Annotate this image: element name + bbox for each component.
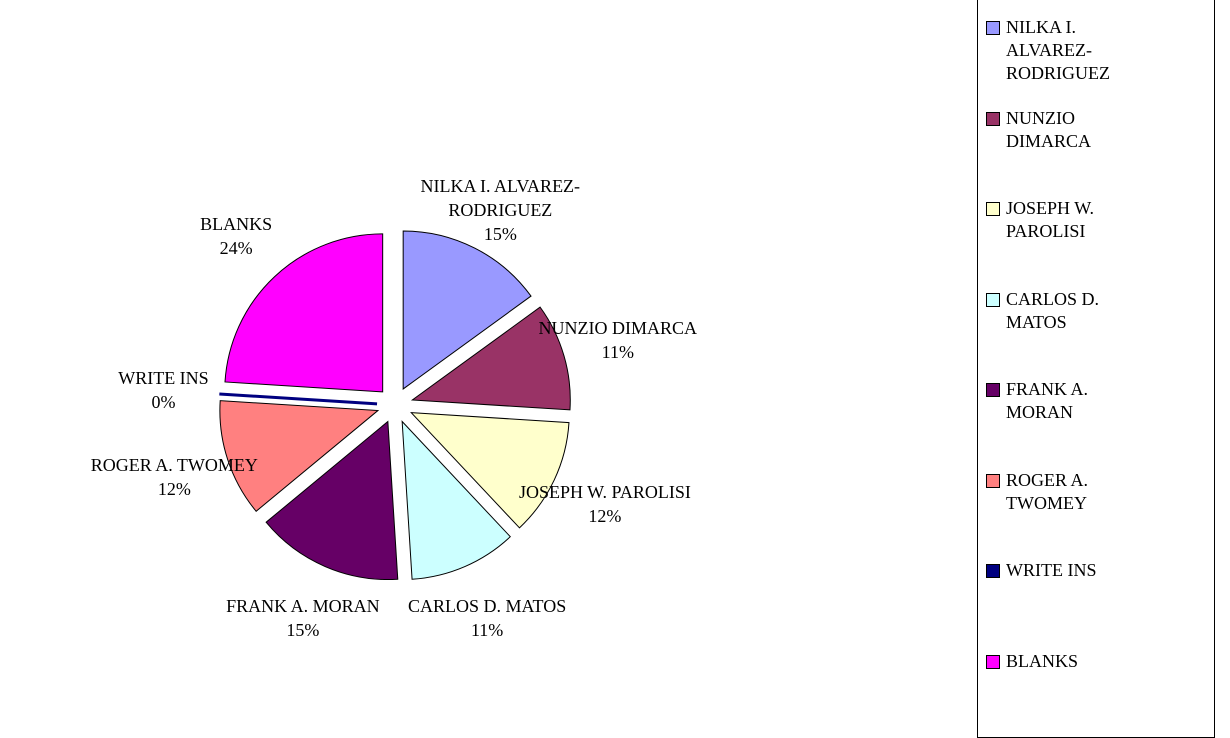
legend-swatch: [986, 21, 1000, 35]
slice-percent: 11%: [470, 619, 504, 640]
legend-label: WRITE INS: [1006, 560, 1097, 580]
legend-swatch: [986, 473, 1000, 488]
legend-item: CARLOS D. MATOS: [984, 288, 1212, 334]
legend-item: FRANK A. MORAN: [984, 378, 1212, 424]
slice-name: FRANK A. MORAN: [226, 595, 380, 616]
slice-percent: 12%: [588, 505, 622, 526]
pie-slice: [402, 230, 532, 390]
legend-item: WRITE INS: [984, 559, 1212, 582]
slice-name: NUNZIO DIMARCA: [538, 318, 698, 339]
slice-percent: 15%: [483, 224, 517, 245]
slice-label: BLANKS 24%: [121, 212, 351, 260]
legend-item: NILKA I. ALVAREZ-RODRIGUEZ: [984, 16, 1212, 85]
legend-swatch: [986, 654, 1000, 669]
chart: [219, 230, 571, 581]
legend-label: ROGER A. TWOMEY: [1006, 469, 1089, 513]
pie-slice: [219, 400, 380, 512]
legend-swatch: [986, 292, 1000, 307]
legend: NILKA I. ALVAREZ-RODRIGUEZ NUNZIO DIMARCA…: [977, 0, 1215, 738]
slice-name: CARLOS D. MATOS: [408, 595, 567, 616]
legend-swatch: [986, 202, 1000, 216]
slice-label: NUNZIO DIMARCA 11%: [503, 316, 733, 364]
legend-label: JOSEPH W. PAROLISI: [1006, 198, 1095, 241]
legend-item: BLANKS: [984, 650, 1212, 673]
pie-slice: [401, 420, 512, 580]
pie-slice: [224, 233, 384, 393]
slice-name: ROGER A. TWOMEY: [90, 454, 258, 475]
legend-label: FRANK A. MORAN: [1006, 379, 1089, 422]
pie-slice: [410, 412, 570, 529]
slice-percent: 0%: [151, 392, 176, 413]
slice-label: ROGER A. TWOMEY 12%: [59, 453, 289, 501]
legend-item: NUNZIO DIMARCA: [984, 107, 1212, 153]
slice-name: WRITE INS: [118, 368, 209, 389]
legend-label: CARLOS D. MATOS: [1006, 288, 1100, 332]
legend-item: JOSEPH W. PAROLISI: [984, 197, 1212, 243]
slice-label: JOSEPH W. PAROLISI 12%: [490, 480, 720, 528]
legend-swatch: [986, 111, 1000, 126]
legend-swatch: [986, 383, 1000, 397]
legend-label: BLANKS: [1006, 650, 1079, 671]
legend-item: ROGER A. TWOMEY: [984, 469, 1212, 515]
legend-label: NUNZIO DIMARCA: [1006, 107, 1092, 151]
pie-slice: [265, 420, 399, 581]
pie-slice: [410, 306, 571, 411]
slice-label: NILKA I. ALVAREZ-RODRIGUEZ 15%: [385, 174, 615, 246]
legend-label: NILKA I. ALVAREZ-RODRIGUEZ: [1006, 17, 1110, 83]
slice-label: CARLOS D. MATOS 11%: [372, 594, 602, 642]
slice-percent: 12%: [157, 478, 191, 499]
slice-percent: 24%: [219, 237, 253, 258]
slice-percent: 11%: [601, 342, 634, 363]
slice-label: WRITE INS 0%: [48, 366, 278, 414]
legend-swatch: [986, 564, 1000, 578]
slice-percent: 15%: [286, 619, 320, 640]
slice-name: JOSEPH W. PAROLISI: [518, 481, 691, 502]
pie-slice: [219, 392, 378, 406]
slice-label: FRANK A. MORAN 15%: [188, 594, 418, 642]
slice-name: NILKA I. ALVAREZ-RODRIGUEZ: [420, 176, 581, 221]
slice-name: BLANKS: [200, 213, 273, 234]
